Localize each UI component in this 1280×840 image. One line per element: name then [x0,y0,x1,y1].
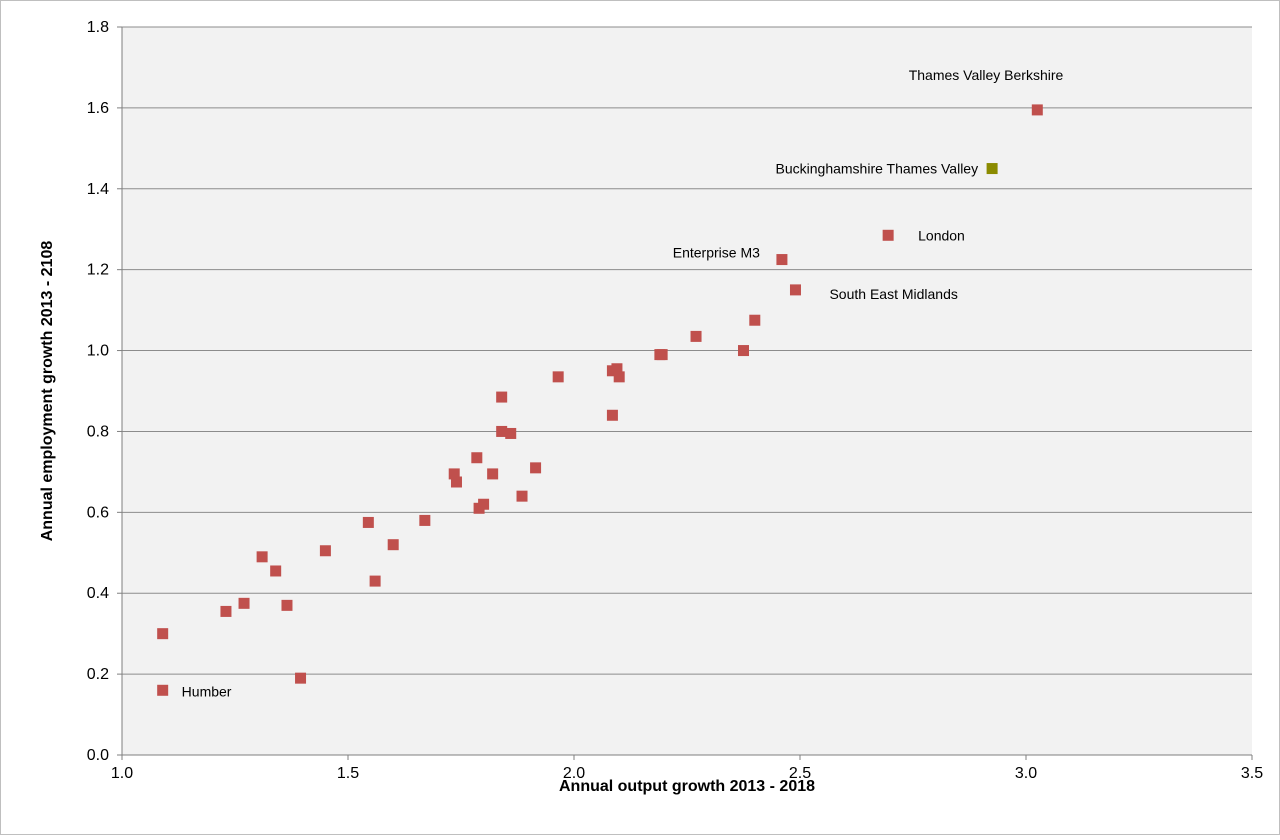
data-point [496,391,508,403]
tick-labels: 0.0 0.2 0.4 0.6 0.8 1.0 1.2 1.4 1.6 1.8 1.0 1.5 2.0 2… [87,19,1263,782]
data-point [281,599,293,611]
point-annotation: Buckinghamshire Thames Valley [776,161,979,177]
x-tick-label: 3.5 [1241,765,1263,782]
data-point [505,427,517,439]
point-annotation: Humber [182,683,232,699]
data-point [157,684,169,696]
data-point [611,363,623,375]
data-point [256,551,268,563]
y-tick-label: 0.0 [87,747,109,764]
point-annotation: South East Midlands [829,286,957,302]
y-axis-title: Annual employment growth 2013 - 2108 [39,241,56,542]
data-point [448,468,460,480]
data-point [419,514,431,526]
data-point [238,597,250,609]
x-tick-label: 1.5 [337,765,359,782]
data-point [450,476,462,488]
x-axis-title: Annual output growth 2013 - 2018 [559,778,815,795]
y-tick-label: 1.4 [87,181,109,198]
gridlines [117,26,1253,760]
data-point [220,605,232,617]
data-points [157,104,1043,696]
data-point [606,409,618,421]
x-tick-label: 2.5 [789,765,811,782]
axes [121,27,1252,756]
data-point [478,498,490,510]
data-point [749,314,761,326]
y-tick-label: 0.2 [87,666,109,683]
point-annotation: London [918,227,965,243]
data-point [882,229,894,241]
data-point [270,565,282,577]
y-tick-label: 1.6 [87,100,109,117]
y-tick-label: 1.0 [87,343,109,360]
x-tick-label: 1.0 [111,765,133,782]
data-point [157,628,169,640]
data-point [738,345,749,357]
data-point [552,371,564,383]
data-point [1031,104,1043,116]
data-point [613,371,625,383]
data-point [471,452,483,464]
y-tick-label: 0.4 [87,585,109,602]
highlight-point [986,163,998,175]
data-point [530,462,542,474]
y-tick-label: 0.8 [87,423,109,440]
data-point [496,425,508,437]
annotations: Humber Enterprise M3 South East Midlands Lo… [182,67,1064,699]
point-annotation: Thames Valley Berkshire [909,67,1064,83]
data-point [319,545,331,557]
plot-area [122,27,1252,755]
data-point [362,516,374,528]
data-point [789,284,801,296]
data-point [369,575,381,587]
data-point [387,539,399,551]
y-tick-label: 1.8 [87,19,109,36]
data-point [776,254,788,266]
y-tick-label: 0.6 [87,504,109,521]
point-annotation: Enterprise M3 [673,245,760,261]
data-point [295,672,307,684]
data-point [487,468,499,480]
data-point [690,330,702,342]
data-point [516,490,528,502]
data-point [656,349,668,361]
x-tick-label: 3.0 [1015,765,1037,782]
y-tick-label: 1.2 [87,262,109,279]
x-tick-label: 2.0 [563,765,585,782]
